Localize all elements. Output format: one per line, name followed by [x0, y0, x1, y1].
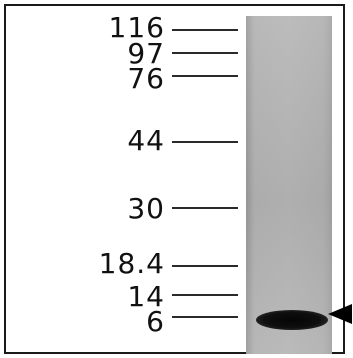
marker-label-14: 14 [127, 280, 165, 313]
marker-tick-14 [172, 294, 238, 296]
marker-label-18-4: 18.4 [98, 247, 165, 280]
marker-tick-30 [172, 207, 238, 209]
marker-label-116: 116 [108, 11, 165, 44]
marker-tick-44 [172, 141, 238, 143]
marker-tick-76 [172, 75, 238, 77]
protein-band [256, 310, 328, 330]
marker-label-30: 30 [127, 192, 165, 225]
marker-label-76: 76 [127, 62, 165, 95]
marker-tick-6 [172, 316, 238, 318]
western-blot-image [4, 4, 345, 354]
marker-label-44: 44 [127, 124, 165, 157]
band-arrow-icon [328, 304, 352, 324]
marker-label-6: 6 [146, 305, 165, 338]
marker-label-97: 97 [127, 37, 165, 70]
marker-tick-97 [172, 52, 238, 54]
marker-tick-18-4 [172, 265, 238, 267]
gel-lane [246, 16, 332, 354]
marker-tick-116 [172, 29, 238, 31]
